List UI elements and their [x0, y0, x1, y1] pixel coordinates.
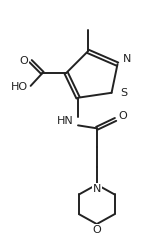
- Text: HN: HN: [57, 116, 74, 126]
- Text: N: N: [122, 54, 131, 64]
- Text: O: O: [92, 225, 101, 235]
- Text: O: O: [19, 56, 28, 66]
- Text: O: O: [119, 111, 127, 122]
- Text: S: S: [120, 88, 128, 98]
- Text: HO: HO: [11, 82, 28, 92]
- Text: N: N: [93, 184, 101, 194]
